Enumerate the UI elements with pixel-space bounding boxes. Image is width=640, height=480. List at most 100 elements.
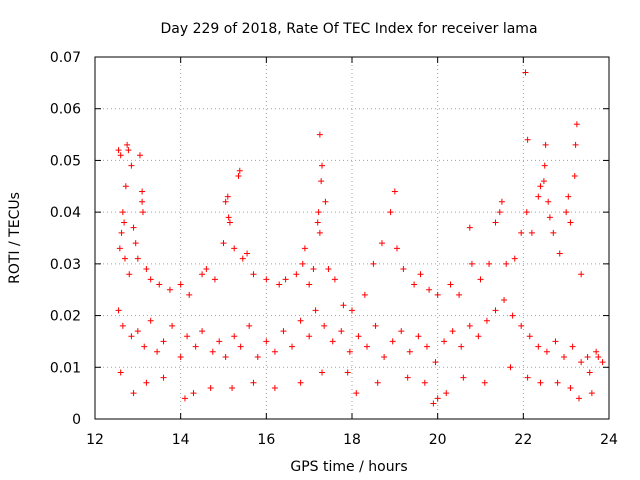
data-point	[130, 390, 137, 397]
data-point	[299, 260, 306, 267]
data-point	[310, 266, 317, 273]
data-point	[483, 317, 490, 324]
data-point	[381, 353, 388, 360]
data-point	[319, 369, 326, 376]
data-point	[177, 353, 184, 360]
data-point	[573, 121, 580, 128]
data-points	[115, 69, 606, 407]
data-point	[315, 209, 322, 216]
data-point	[584, 353, 591, 360]
x-tick-label: 18	[343, 432, 361, 448]
data-point	[322, 198, 329, 205]
data-point	[563, 209, 570, 216]
y-tick-label: 0.02	[50, 309, 81, 325]
data-point	[543, 348, 550, 355]
data-point	[363, 343, 370, 350]
data-point	[207, 384, 214, 391]
data-point	[466, 224, 473, 231]
y-tick-labels: 0 0.01 0.02 0.03 0.04 0.05 0.06 0.07	[50, 50, 81, 428]
data-point	[203, 266, 210, 273]
data-point	[477, 276, 484, 283]
data-point	[312, 307, 319, 314]
data-point	[125, 147, 132, 154]
data-point	[316, 131, 323, 138]
data-point	[542, 141, 549, 148]
data-point	[588, 390, 595, 397]
data-point	[389, 338, 396, 345]
data-point	[282, 276, 289, 283]
x-tick-label: 22	[514, 432, 532, 448]
data-point	[572, 141, 579, 148]
x-tick-label: 12	[86, 432, 104, 448]
data-point	[331, 276, 338, 283]
data-point	[567, 219, 574, 226]
data-point	[541, 162, 548, 169]
data-point	[498, 198, 505, 205]
data-point	[599, 359, 606, 366]
data-point	[128, 333, 135, 340]
data-point	[160, 374, 167, 381]
data-point	[406, 348, 413, 355]
data-point	[518, 322, 525, 329]
data-point	[314, 219, 321, 226]
data-point	[289, 343, 296, 350]
data-point	[481, 379, 488, 386]
data-point	[460, 374, 467, 381]
data-point	[184, 333, 191, 340]
data-point	[293, 271, 300, 278]
y-tick-label: 0.03	[50, 257, 81, 273]
data-point	[280, 328, 287, 335]
data-point	[121, 219, 128, 226]
data-point	[344, 369, 351, 376]
data-point	[593, 348, 600, 355]
data-point	[117, 369, 124, 376]
data-point	[136, 152, 143, 159]
data-point	[297, 379, 304, 386]
data-point	[239, 255, 246, 262]
data-point	[139, 209, 146, 216]
data-point	[430, 400, 437, 407]
data-point	[306, 281, 313, 288]
data-point	[316, 229, 323, 236]
data-point	[134, 328, 141, 335]
data-point	[374, 379, 381, 386]
data-point	[119, 209, 126, 216]
data-point	[229, 384, 236, 391]
data-point	[139, 188, 146, 195]
data-point	[518, 229, 525, 236]
data-point	[246, 322, 253, 329]
data-point	[250, 271, 257, 278]
data-point	[372, 322, 379, 329]
data-point	[254, 353, 261, 360]
data-point	[209, 348, 216, 355]
data-point	[319, 162, 326, 169]
data-point	[237, 343, 244, 350]
data-point	[134, 255, 141, 262]
data-point	[400, 266, 407, 273]
data-point	[496, 209, 503, 216]
x-tick-label: 24	[600, 432, 618, 448]
y-tick-label: 0.06	[50, 102, 81, 118]
data-point	[578, 359, 585, 366]
data-point	[166, 286, 173, 293]
x-tick-labels: 12 14 16 18 20 22 24	[86, 432, 618, 448]
y-tick-label: 0	[72, 412, 81, 428]
data-point	[222, 353, 229, 360]
data-point	[329, 338, 336, 345]
data-point	[222, 198, 229, 205]
data-point	[524, 374, 531, 381]
data-point	[250, 379, 257, 386]
data-point	[492, 219, 499, 226]
data-point	[346, 348, 353, 355]
data-point	[561, 353, 568, 360]
data-point	[143, 379, 150, 386]
data-point	[116, 245, 123, 252]
data-point	[466, 322, 473, 329]
y-tick-label: 0.01	[50, 360, 81, 376]
data-point	[126, 271, 133, 278]
data-point	[361, 291, 368, 298]
data-point	[353, 390, 360, 397]
data-point	[143, 266, 150, 273]
y-tick-label: 0.04	[50, 205, 81, 221]
data-point	[441, 338, 448, 345]
